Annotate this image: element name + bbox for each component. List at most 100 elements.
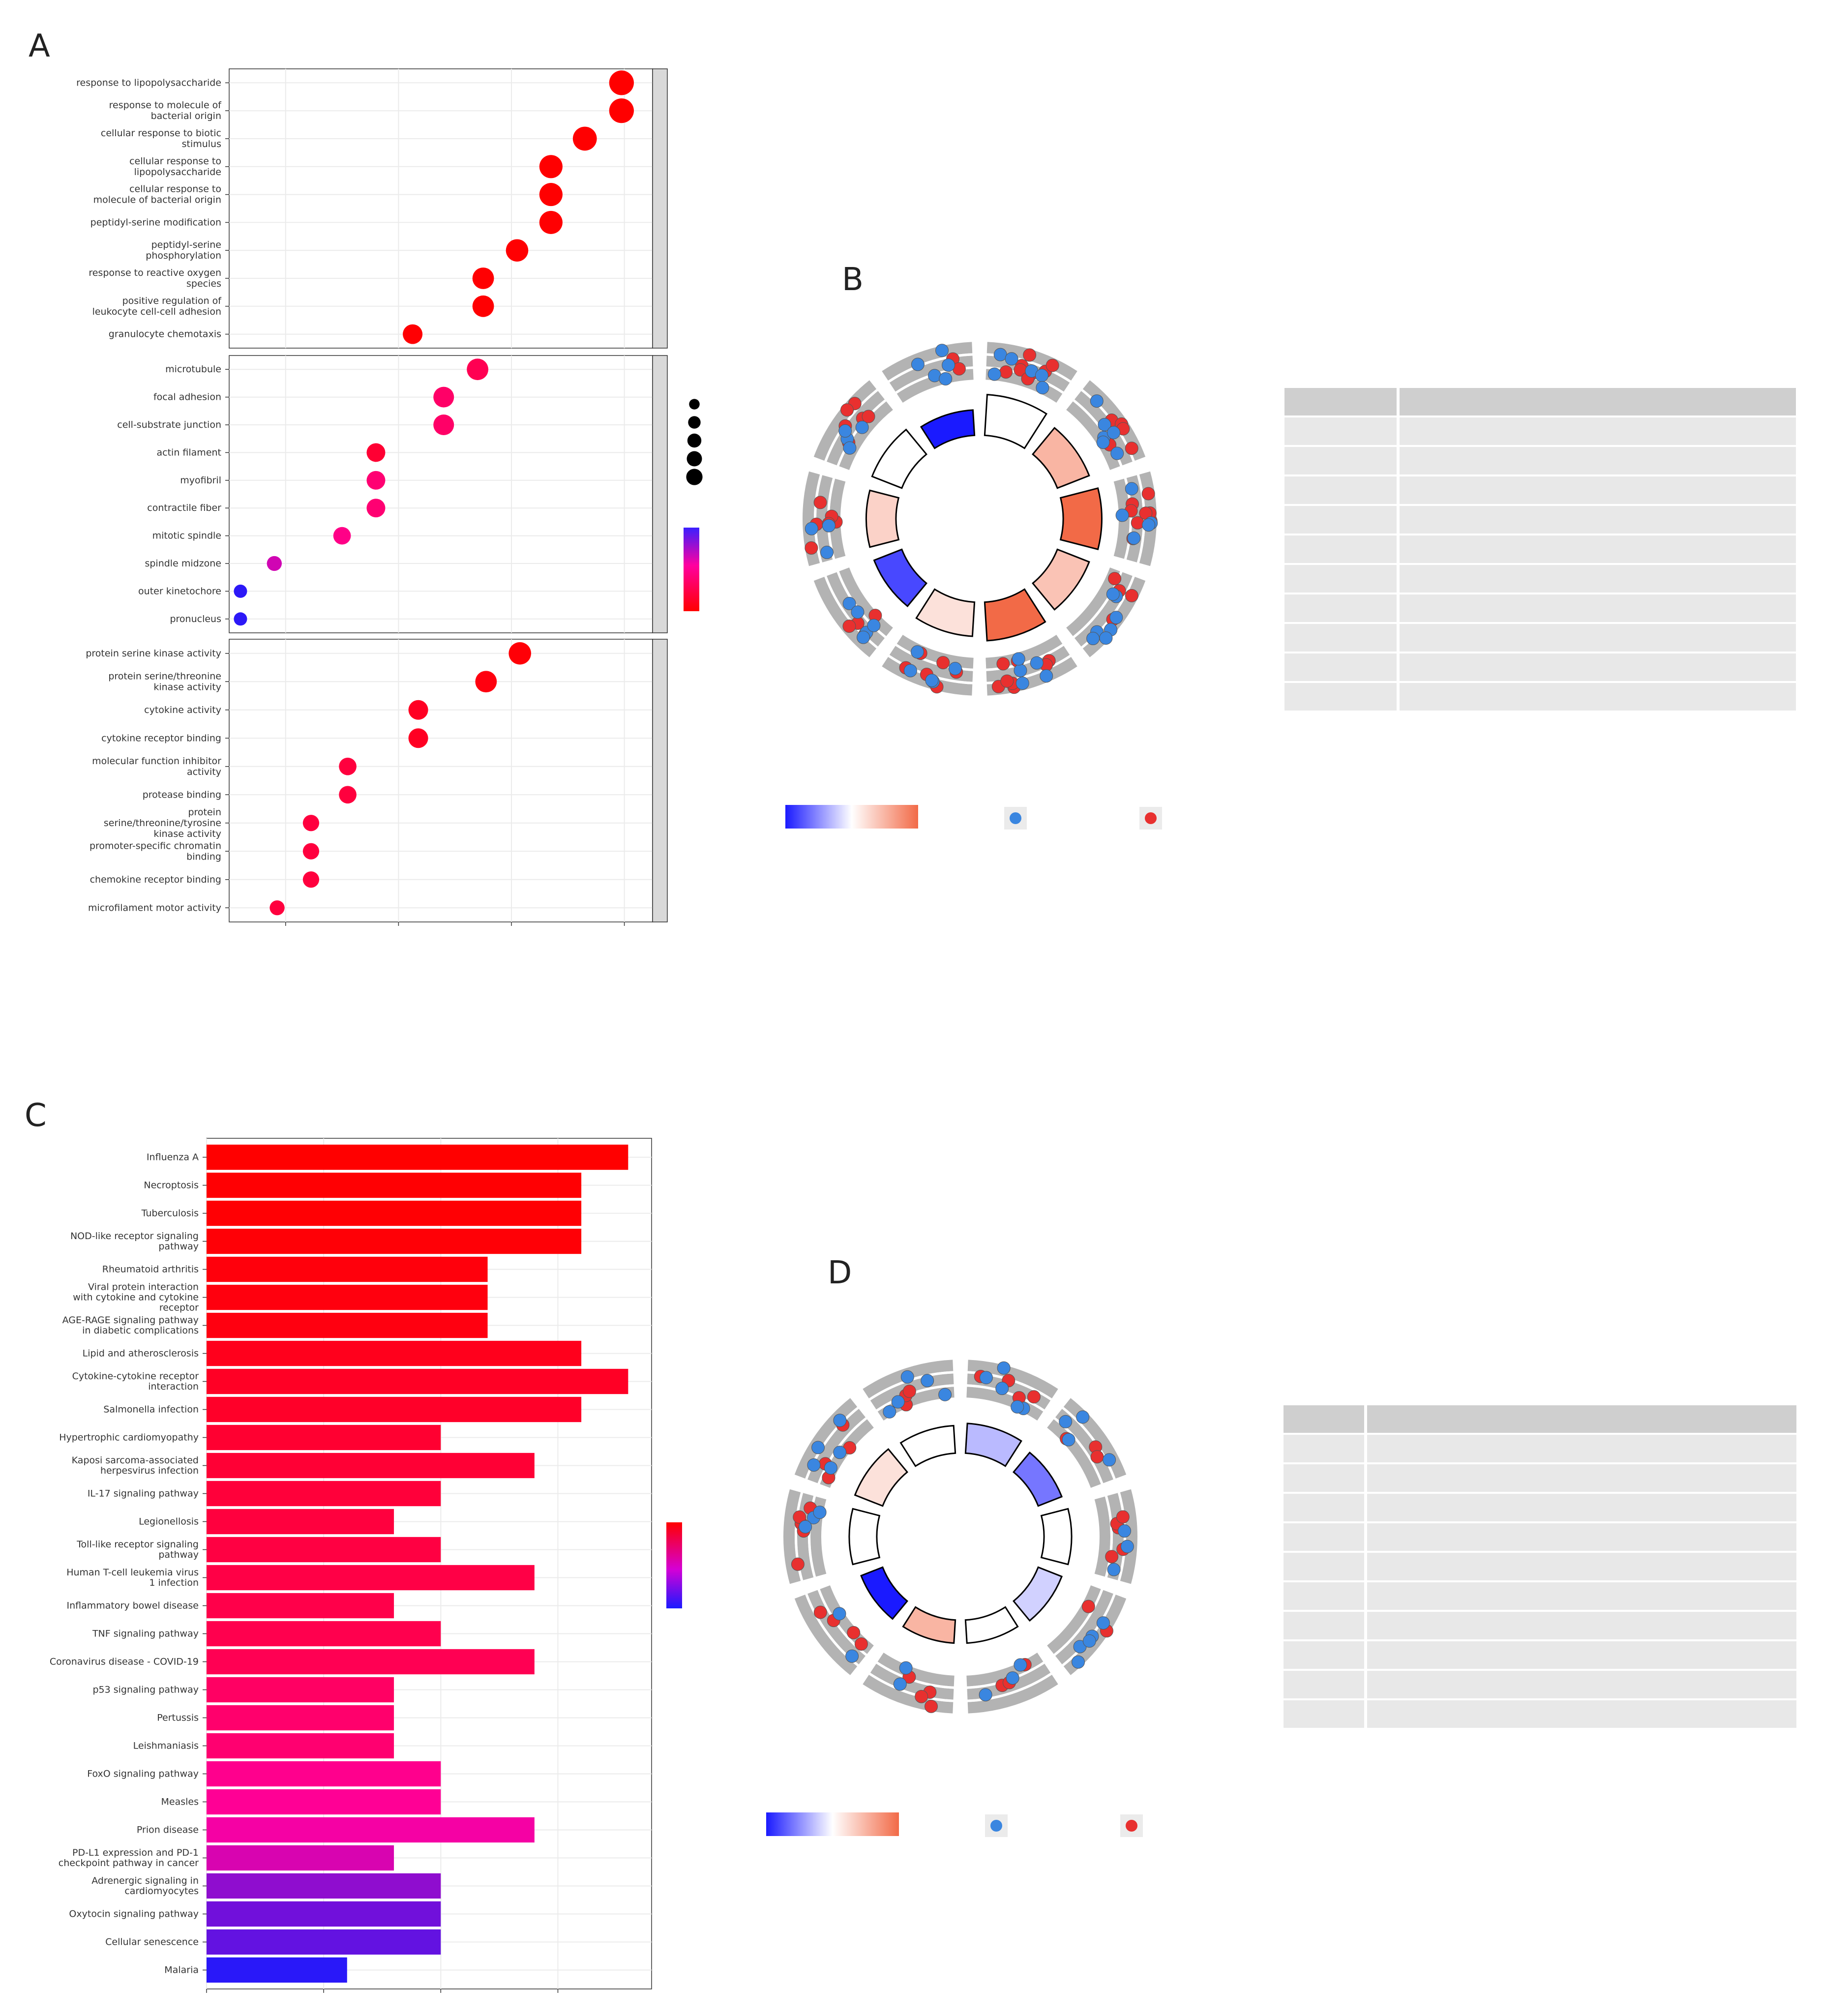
- downregulated-gene-dot: [1059, 1415, 1073, 1428]
- downregulated-gene-dot: [1110, 446, 1124, 460]
- dot-point: [234, 584, 247, 598]
- upregulated-gene-dot: [1141, 487, 1155, 501]
- downregulated-gene-dot: [857, 630, 870, 644]
- upregulated-gene-dot: [1000, 674, 1014, 688]
- zscore-bar: [1013, 1451, 1063, 1507]
- dot-point: [508, 642, 531, 665]
- kegg-pathway-table: [1284, 1405, 1796, 1728]
- downregulated-gene-dot: [1035, 369, 1048, 383]
- downregulated-gene-dot: [845, 1649, 859, 1663]
- pathway-label: Coronavirus disease - COVID-19: [50, 1657, 199, 1667]
- count-bar: [207, 1396, 582, 1423]
- downregulated-gene-dot: [1014, 1658, 1027, 1672]
- downregulated-gene-dot: [1099, 631, 1113, 645]
- downregulated-gene-dot: [939, 372, 953, 385]
- ring-separator: [876, 1384, 954, 1412]
- count-bar: [207, 1901, 441, 1927]
- count-bar: [207, 1228, 582, 1254]
- downregulated-gene-dot: [811, 1441, 825, 1454]
- dot-point: [506, 239, 529, 262]
- legend-up-dot: [1126, 1820, 1137, 1832]
- term-label: pronucleus: [170, 614, 221, 624]
- count-bar: [207, 1789, 441, 1815]
- upregulated-gene-dot: [813, 496, 827, 509]
- term-label: cytokine receptor binding: [101, 733, 221, 743]
- logfc-ring-band: [1055, 1409, 1113, 1483]
- pathway-label: Toll-like receptor signaling pathway: [76, 1539, 199, 1560]
- pathway-label: Salmonella infection: [103, 1404, 199, 1415]
- table-cell: [1367, 1435, 1796, 1462]
- downregulated-gene-dot: [1127, 531, 1141, 545]
- table-cell: [1367, 1671, 1796, 1698]
- dot-point: [339, 757, 357, 775]
- downregulated-gene-dot: [1103, 1453, 1116, 1467]
- count-bar: [207, 1873, 441, 1899]
- term-label: protease binding: [143, 789, 221, 800]
- pathway-label: Viral protein interaction with cytokine a…: [73, 1282, 199, 1313]
- downregulated-gene-dot: [813, 1506, 827, 1519]
- ring-separator: [836, 571, 887, 638]
- downregulated-gene-dot: [979, 1688, 992, 1702]
- logfc-ring-band: [1055, 1590, 1113, 1664]
- ring-separator: [888, 654, 973, 684]
- downregulated-gene-dot: [1118, 1524, 1132, 1538]
- table-cell: [1284, 1435, 1364, 1462]
- term-label: promoter-specific chromatin binding: [90, 840, 221, 862]
- zscore-bar: [871, 428, 927, 489]
- table-cell: [1367, 1582, 1796, 1610]
- count-bar: [207, 1340, 582, 1366]
- table-cell: [1284, 565, 1397, 593]
- dot-point: [339, 786, 357, 804]
- downregulated-gene-dot: [1142, 518, 1156, 532]
- downregulated-gene-dot: [911, 357, 925, 371]
- pathway-label: Adrenergic signaling in cardiomyocytes: [91, 1875, 199, 1897]
- logfc-ring-band: [794, 1595, 858, 1675]
- downregulated-gene-dot: [1107, 1563, 1121, 1576]
- ring-separator: [1053, 1417, 1104, 1484]
- downregulated-gene-dot: [1005, 352, 1018, 366]
- pathway-label: Prion disease: [137, 1825, 199, 1836]
- count-bar: [207, 1200, 582, 1226]
- dot-point: [403, 324, 423, 344]
- legend-size-dot: [687, 433, 702, 448]
- ring-separator: [895, 644, 973, 671]
- legend-down-dot: [1010, 812, 1021, 824]
- table-cell: [1367, 1494, 1796, 1521]
- count-bar: [207, 1593, 394, 1619]
- dot-point: [609, 70, 634, 95]
- pathway-label: Kaposi sarcoma-associated herpesvirus inf…: [72, 1455, 199, 1476]
- facet-strip: [652, 68, 668, 349]
- pathway-label: Lipid and atherosclerosis: [83, 1348, 199, 1359]
- downregulated-gene-dot: [1014, 664, 1027, 678]
- table-cell: [1400, 624, 1796, 652]
- downregulated-gene-dot: [997, 1361, 1011, 1375]
- count-bar: [207, 1761, 441, 1787]
- term-label: microfilament motor activity: [88, 902, 221, 913]
- upregulated-gene-dot: [1125, 589, 1138, 602]
- panel-letter-b: B: [842, 262, 864, 298]
- table-cell: [1284, 624, 1397, 652]
- circle-plot-b: [785, 342, 1162, 830]
- table-cell: [1284, 447, 1397, 474]
- count-bar: [207, 1368, 628, 1394]
- downregulated-gene-dot: [867, 619, 881, 632]
- pathway-label: IL-17 signaling pathway: [88, 1488, 199, 1499]
- zscore-bar: [854, 1448, 908, 1507]
- count-bar: [207, 1256, 488, 1282]
- zscore-bar: [902, 1606, 956, 1644]
- pathway-label: Cytokine-cytokine receptor interaction: [72, 1371, 199, 1392]
- pathway-label: Inflammatory bowel disease: [67, 1601, 199, 1611]
- downregulated-gene-dot: [1109, 611, 1123, 624]
- term-label: chemokine receptor binding: [90, 874, 221, 885]
- pathway-label: Malaria: [164, 1965, 199, 1976]
- downregulated-gene-dot: [824, 1461, 837, 1475]
- downregulated-gene-dot: [893, 1677, 907, 1691]
- ring-separator: [868, 1371, 954, 1401]
- downregulated-gene-dot: [1036, 381, 1049, 394]
- table-header-cell: [1284, 1405, 1364, 1433]
- table-cell: [1400, 535, 1796, 563]
- legend-colorbar: [666, 1522, 682, 1608]
- upregulated-gene-dot: [805, 541, 818, 555]
- legend-size-dot: [686, 469, 703, 485]
- term-label: cellular response to lipopolysaccharide: [129, 156, 221, 178]
